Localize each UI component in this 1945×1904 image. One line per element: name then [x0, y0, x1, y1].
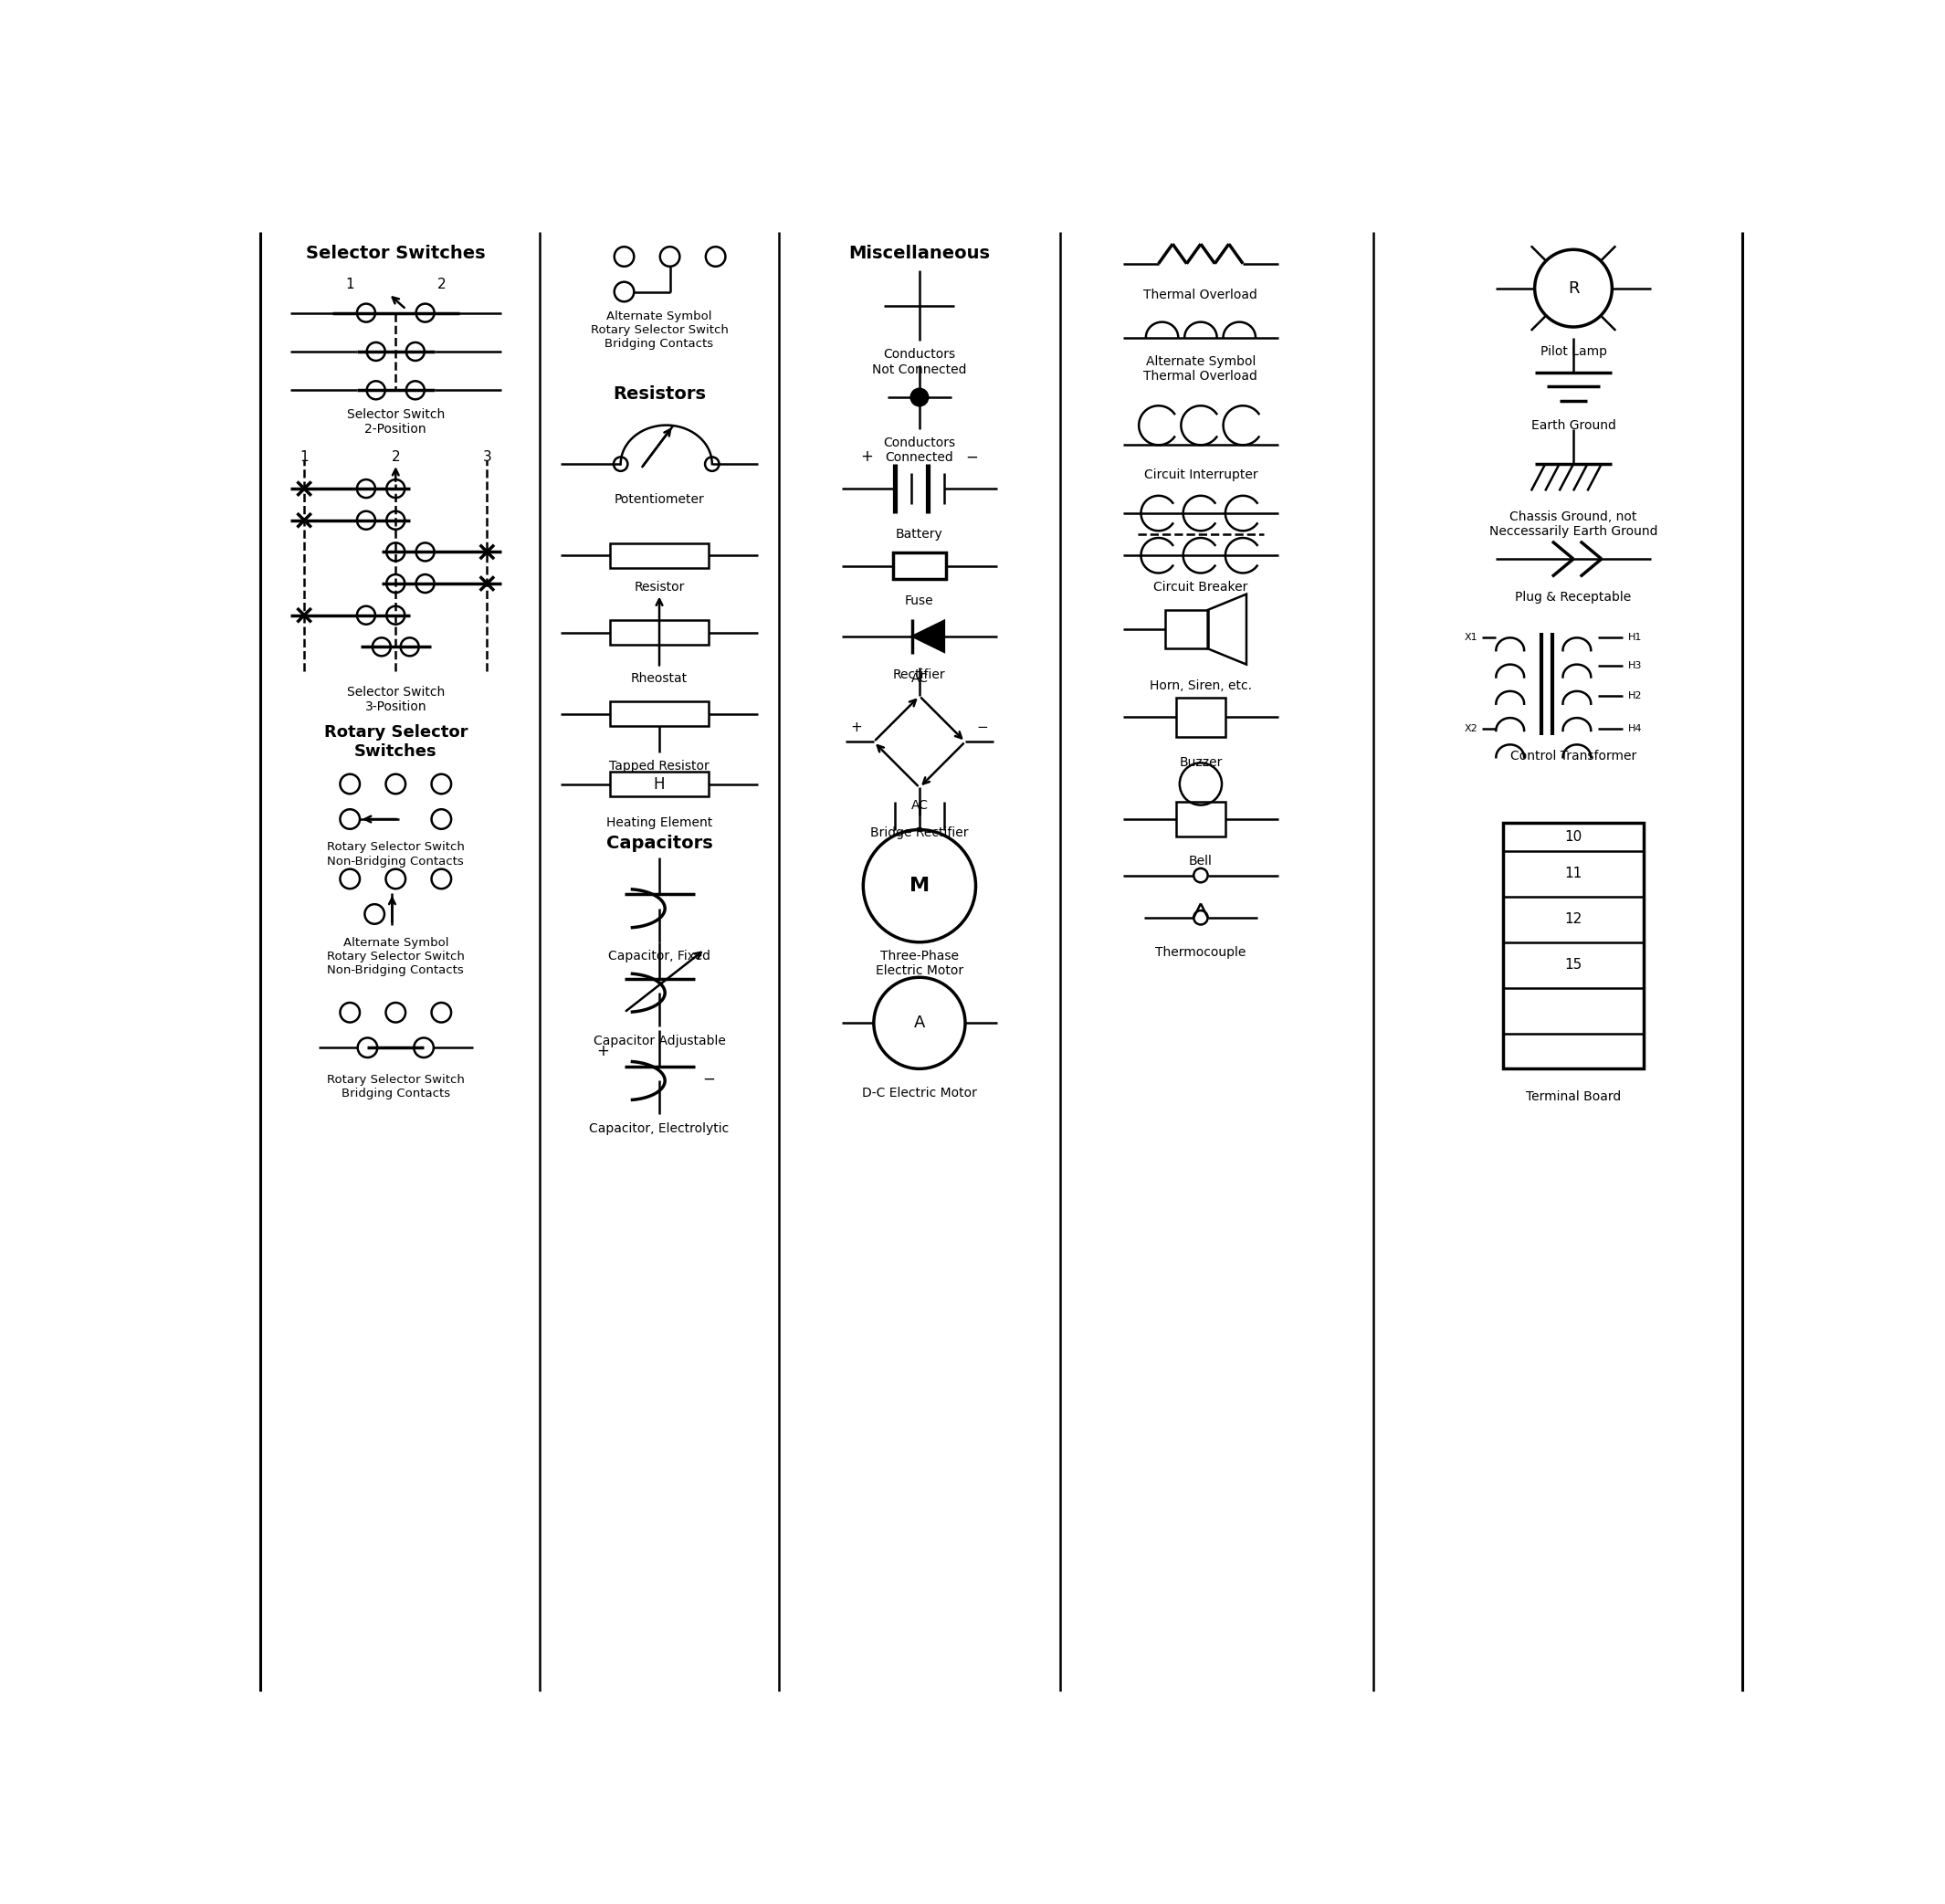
- Text: Rotary Selector Switch
Bridging Contacts: Rotary Selector Switch Bridging Contacts: [327, 1074, 465, 1099]
- Text: 2: 2: [438, 278, 445, 291]
- Text: Capacitors: Capacitors: [607, 836, 712, 853]
- Text: 15: 15: [1564, 958, 1581, 971]
- Text: H2: H2: [1628, 691, 1642, 701]
- Text: A: A: [914, 1015, 926, 1032]
- Text: Conductors
Connected: Conductors Connected: [883, 436, 955, 465]
- Text: Rheostat: Rheostat: [630, 672, 689, 685]
- Text: Alternate Symbol
Rotary Selector Switch
Non-Bridging Contacts: Alternate Symbol Rotary Selector Switch …: [327, 937, 465, 977]
- Text: +: +: [850, 722, 862, 735]
- Text: Potentiometer: Potentiometer: [615, 493, 704, 506]
- Text: Chassis Ground, not
Neccessarily Earth Ground: Chassis Ground, not Neccessarily Earth G…: [1490, 510, 1657, 537]
- Circle shape: [910, 388, 928, 406]
- Text: +: +: [597, 1043, 609, 1059]
- Text: Circuit Interrupter: Circuit Interrupter: [1144, 468, 1258, 482]
- Bar: [1165, 609, 1208, 649]
- Text: Resistors: Resistors: [613, 385, 706, 402]
- Text: 1: 1: [346, 278, 354, 291]
- Text: Control Transformer: Control Transformer: [1509, 750, 1636, 762]
- Text: Selector Switch
3-Position: Selector Switch 3-Position: [346, 685, 445, 714]
- Text: Rotary Selector Switch
Non-Bridging Contacts: Rotary Selector Switch Non-Bridging Cont…: [327, 842, 465, 866]
- Text: Pilot Lamp: Pilot Lamp: [1540, 345, 1607, 358]
- Text: Bridge Rectifier: Bridge Rectifier: [869, 826, 969, 840]
- Text: Earth Ground: Earth Ground: [1531, 419, 1616, 432]
- Text: Tapped Resistor: Tapped Resistor: [609, 760, 710, 773]
- Text: Rectifier: Rectifier: [893, 668, 945, 682]
- Text: Capacitor, Electrolytic: Capacitor, Electrolytic: [589, 1121, 729, 1135]
- Text: Horn, Siren, etc.: Horn, Siren, etc.: [1149, 680, 1253, 691]
- Text: 2: 2: [391, 449, 401, 465]
- Text: AC: AC: [910, 672, 928, 685]
- Bar: [611, 701, 708, 725]
- Text: Terminal Board: Terminal Board: [1525, 1091, 1620, 1102]
- Text: Alternate Symbol
Thermal Overload: Alternate Symbol Thermal Overload: [1144, 356, 1258, 383]
- Text: Battery: Battery: [897, 527, 943, 541]
- Bar: [1177, 802, 1225, 836]
- Bar: [611, 621, 708, 645]
- Text: H3: H3: [1628, 661, 1642, 670]
- Polygon shape: [912, 621, 943, 651]
- Text: +: +: [860, 449, 873, 465]
- Text: H: H: [654, 775, 665, 792]
- Text: Thermal Overload: Thermal Overload: [1144, 289, 1258, 301]
- Text: Plug & Receptable: Plug & Receptable: [1515, 592, 1632, 604]
- Text: 12: 12: [1564, 912, 1581, 925]
- Text: Bell: Bell: [1188, 855, 1212, 868]
- Text: Circuit Breaker: Circuit Breaker: [1153, 581, 1249, 594]
- Text: Resistor: Resistor: [634, 581, 685, 594]
- Bar: [1503, 823, 1644, 1068]
- Bar: [611, 543, 708, 567]
- Text: H4: H4: [1628, 725, 1642, 733]
- Bar: [1177, 699, 1225, 737]
- Text: −: −: [967, 449, 978, 465]
- Text: Miscellaneous: Miscellaneous: [848, 244, 990, 261]
- Bar: [611, 771, 708, 796]
- Bar: [893, 552, 945, 579]
- Text: Capacitor, Fixed: Capacitor, Fixed: [609, 950, 710, 963]
- Text: Thermocouple: Thermocouple: [1155, 946, 1247, 960]
- Text: D-C Electric Motor: D-C Electric Motor: [862, 1087, 976, 1101]
- Text: H1: H1: [1628, 634, 1642, 642]
- Text: −: −: [702, 1072, 716, 1087]
- Text: Buzzer: Buzzer: [1179, 756, 1221, 769]
- Text: 10: 10: [1564, 830, 1581, 843]
- Text: X2: X2: [1465, 725, 1478, 733]
- Text: Rotary Selector
Switches: Rotary Selector Switches: [323, 724, 467, 760]
- Text: Selector Switches: Selector Switches: [305, 244, 486, 261]
- Text: R: R: [1568, 280, 1579, 297]
- Text: 11: 11: [1564, 866, 1581, 880]
- Text: X1: X1: [1465, 634, 1478, 642]
- Text: M: M: [910, 878, 930, 895]
- Text: Fuse: Fuse: [904, 594, 934, 607]
- Text: Conductors
Not Connected: Conductors Not Connected: [871, 348, 967, 375]
- Text: 1: 1: [300, 449, 309, 465]
- Text: AC: AC: [910, 798, 928, 811]
- Text: Capacitor Adjustable: Capacitor Adjustable: [593, 1034, 725, 1047]
- Text: −: −: [976, 722, 988, 735]
- Text: Heating Element: Heating Element: [607, 817, 712, 828]
- Text: Selector Switch
2-Position: Selector Switch 2-Position: [346, 407, 445, 436]
- Text: Alternate Symbol
Rotary Selector Switch
Bridging Contacts: Alternate Symbol Rotary Selector Switch …: [591, 310, 727, 350]
- Text: Three-Phase
Electric Motor: Three-Phase Electric Motor: [875, 950, 963, 977]
- Text: 3: 3: [482, 449, 492, 465]
